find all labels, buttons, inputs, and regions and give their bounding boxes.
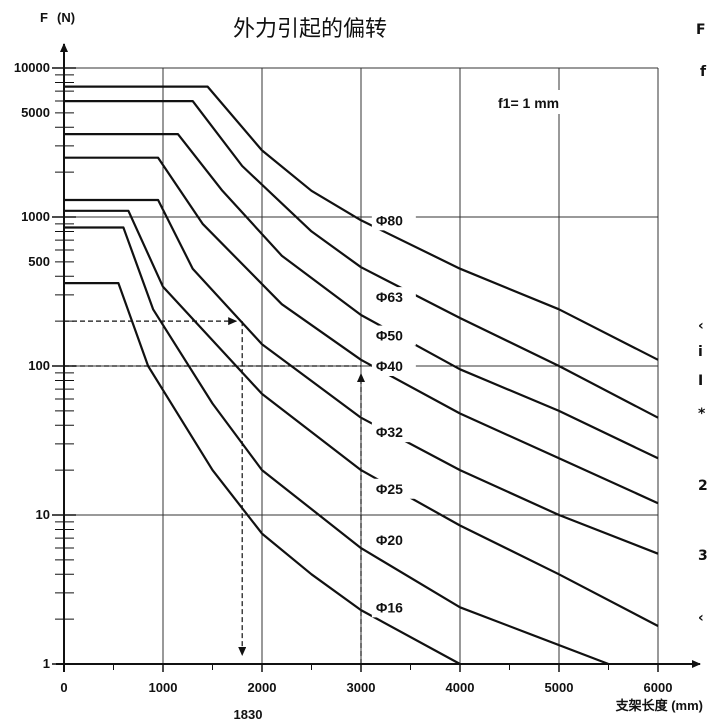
series-labels: Φ80 Φ63 Φ50 Φ40 Φ32 Φ25 Φ20 Φ16 (371, 210, 416, 618)
example-value-label: 1830 (234, 707, 263, 722)
x-tick-label-3: 3000 (347, 680, 376, 695)
x-tick-label-2: 2000 (248, 680, 277, 695)
series-label-2: Φ50 (376, 328, 403, 344)
series-label-bg-4 (371, 422, 416, 443)
y-tick-label-4: 100 (28, 358, 50, 373)
series-label-bg-2 (371, 325, 416, 346)
y-tick-label-2: 1000 (21, 209, 50, 224)
margin-fragment-1: f (700, 64, 707, 80)
margin-fragment-5: * (698, 406, 706, 422)
series-line-1 (64, 99, 659, 419)
y-tick-label-5: 10 (36, 507, 50, 522)
y-tick-label-6: 1 (43, 656, 50, 671)
x-tick-label-1: 1000 (149, 680, 178, 695)
x-tick-label-4: 4000 (446, 680, 475, 695)
margin-fragment-8: ‹ (698, 610, 704, 626)
series-label-0: Φ80 (376, 212, 403, 228)
x-tick-labels: 0 1000 2000 3000 4000 5000 6000 (60, 680, 672, 695)
margin-fragment-6: 2 (698, 478, 708, 494)
series-label-bg-6 (371, 529, 416, 550)
series-label-bg-5 (371, 478, 416, 499)
series-label-7: Φ16 (376, 599, 403, 615)
series-label-6: Φ20 (376, 532, 403, 548)
series-label-bg-3 (371, 356, 416, 376)
y-tick-label-0: 10000 (14, 60, 50, 75)
series-line-2 (64, 133, 659, 460)
x-tick-label-5: 5000 (545, 680, 574, 695)
x-axis-title: 支架长度 (mm) (615, 698, 703, 713)
series-label-5: Φ25 (376, 481, 403, 497)
axes (56, 43, 701, 672)
series-line-6 (64, 226, 609, 666)
series-line-7 (64, 282, 461, 665)
series-line-4 (64, 198, 659, 555)
series-line-5 (64, 209, 659, 627)
series-label-bg-7 (371, 597, 416, 618)
series-label-4: Φ32 (376, 424, 403, 440)
example-lines (64, 317, 365, 664)
margin-fragment-7: 3 (698, 548, 708, 564)
series-label-1: Φ63 (376, 289, 403, 305)
series-label-bg-0 (371, 210, 416, 231)
y-axis-title: F (N) (40, 10, 75, 25)
x-tick-label-0: 0 (60, 680, 67, 695)
y-tick-label-1: 5000 (21, 105, 50, 120)
x-tick-label-6: 6000 (644, 680, 673, 695)
series-label-3: Φ40 (376, 358, 403, 374)
series-label-bg-1 (371, 287, 416, 308)
margin-fragment-2: ‹ (698, 318, 704, 334)
series-group (64, 85, 659, 666)
series-line-3 (64, 156, 659, 505)
y-tick-labels: 10000 5000 1000 500 100 10 1 (14, 60, 50, 671)
right-margin-fragments: Ff ‹ iI * 2 3 ‹ (696, 22, 708, 626)
margin-fragment-3: i (698, 344, 703, 360)
y-axis-label: F (40, 10, 48, 25)
series-line-0 (64, 85, 659, 361)
annotation-note: f1= 1 mm (498, 95, 559, 111)
margin-fragment-0: F (696, 22, 706, 38)
chart-title: 外力引起的偏转 (233, 17, 387, 42)
annotation-box (488, 90, 620, 114)
y-axis-unit: (N) (57, 10, 75, 25)
margin-fragment-4: I (698, 373, 703, 389)
y-tick-label-3: 500 (28, 254, 50, 269)
